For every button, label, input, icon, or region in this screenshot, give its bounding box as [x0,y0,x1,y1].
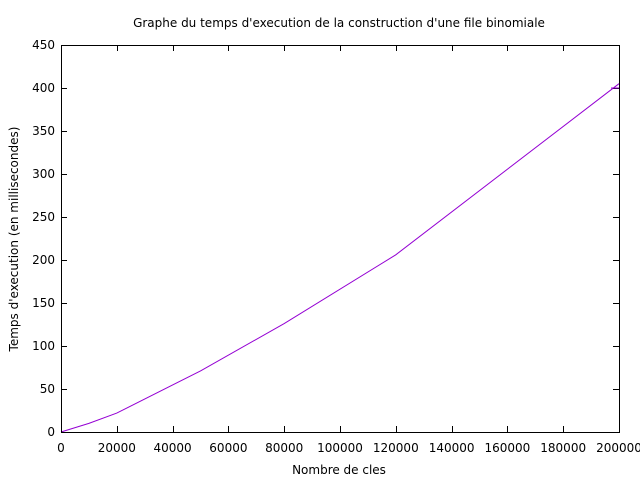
series-line [60,83,620,433]
x-tick-label: 140000 [429,441,475,455]
x-tick-label: 120000 [373,441,419,455]
plot-frame [61,45,620,433]
x-tick-label: 100000 [317,441,363,455]
chart-title: Graphe du temps d'execution de la constr… [133,16,545,30]
y-tick-label: 300 [32,167,55,181]
y-tick-label: 400 [32,81,55,95]
y-axis-label: Temps d'execution (en millisecondes) [7,127,21,353]
axis-ticks: 0 20000 40000 60000 80000 100000 120000 140000 1… [32,38,640,455]
x-tick-label: 60000 [209,441,247,455]
x-tick-label: 20000 [98,441,136,455]
y-tick-label: 50 [40,382,55,396]
x-tick-label: 40000 [154,441,192,455]
plot-series [60,83,620,433]
y-tick-label: 250 [32,210,55,224]
x-tick-label: 80000 [265,441,303,455]
y-tick-label: 100 [32,339,55,353]
x-axis-label: Nombre de cles [292,463,386,477]
y-tick-label: 200 [32,253,55,267]
y-tick-label: 0 [47,425,55,439]
y-tick-label: 350 [32,124,55,138]
y-tick-label: 150 [32,296,55,310]
x-tick-label: 200000 [596,441,640,455]
x-tick-label: 180000 [540,441,586,455]
x-tick-label: 160000 [484,441,530,455]
y-tick-label: 450 [32,38,55,52]
x-tick-label: 0 [57,441,65,455]
